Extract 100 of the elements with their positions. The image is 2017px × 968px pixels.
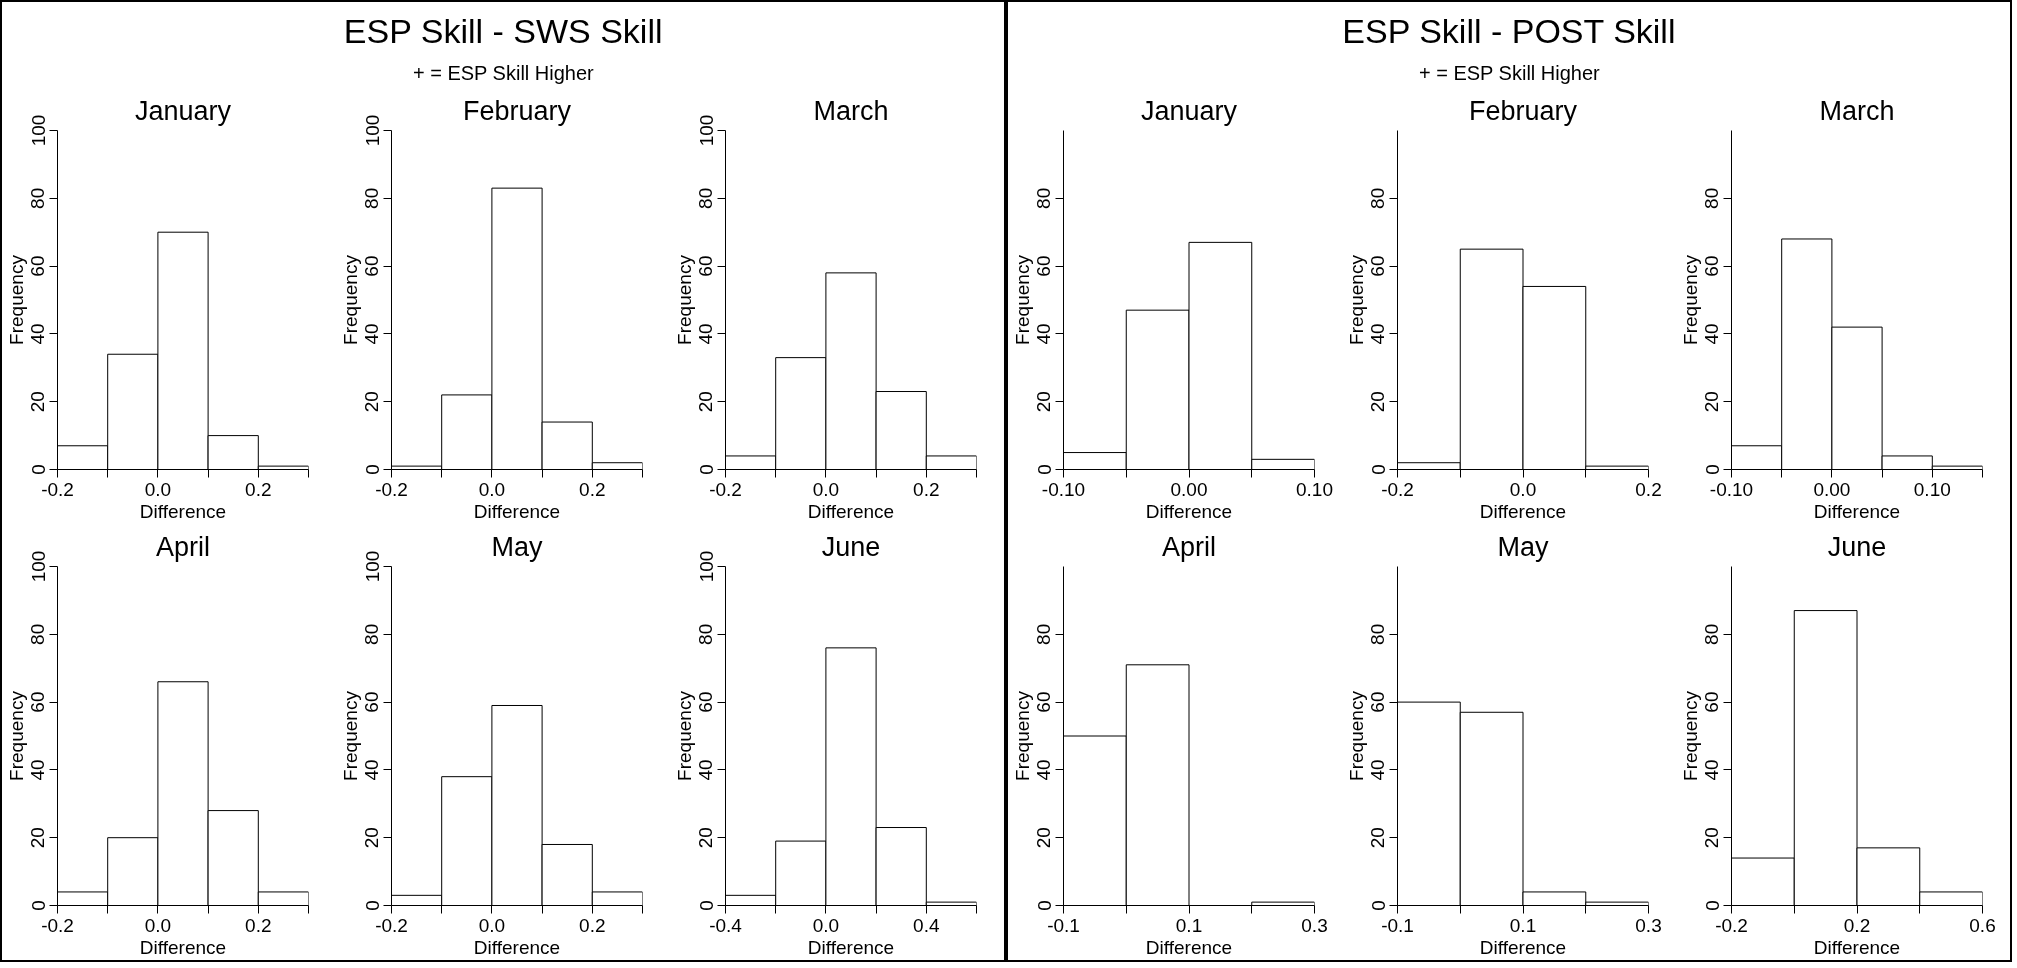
y-tick-label: 0	[695, 900, 717, 911]
y-tick-label: 0	[361, 464, 383, 475]
x-axis-title: Difference	[473, 936, 561, 958]
x-tick-label: -0.2	[41, 478, 74, 500]
y-tick-label: 0	[1701, 900, 1723, 911]
y-tick-label: 40	[1367, 323, 1389, 345]
x-tick-label: 0.0	[812, 914, 840, 936]
chart-title: May	[491, 531, 543, 562]
x-tick-label: -0.2	[375, 914, 408, 936]
y-tick-label: 80	[361, 187, 383, 209]
y-tick-label: 20	[27, 391, 49, 413]
x-tick-label: -0.2	[1381, 478, 1414, 500]
y-tick-label: 40	[695, 759, 717, 781]
y-tick-label: 60	[27, 255, 49, 277]
y-tick-label: 60	[1701, 255, 1723, 277]
y-tick-label: 60	[695, 255, 717, 277]
y-axis-title: Frequency	[339, 254, 361, 345]
y-tick-label: 20	[361, 391, 383, 413]
x-tick-label: 0.0	[478, 478, 506, 500]
x-tick-label: -0.2	[1715, 914, 1748, 936]
y-tick-label: 0	[361, 900, 383, 911]
y-tick-label: 0	[1367, 464, 1389, 475]
y-tick-label: 60	[361, 691, 383, 713]
y-tick-label: 40	[27, 323, 49, 345]
x-tick-label: 0.3	[1635, 914, 1662, 936]
y-tick-label: 20	[1033, 827, 1055, 849]
x-tick-label: 0.0	[478, 914, 506, 936]
x-tick-label: -0.10	[1709, 478, 1754, 500]
y-tick-label: 20	[1033, 391, 1055, 413]
x-axis-title: Difference	[139, 500, 227, 522]
x-tick-label: -0.2	[41, 914, 74, 936]
x-tick-label: 0.10	[1296, 478, 1333, 500]
x-tick-label: 0.00	[1170, 478, 1208, 500]
chart-title: April	[1161, 531, 1217, 562]
y-tick-label: 40	[1701, 323, 1723, 345]
chart-title: June	[821, 531, 881, 562]
y-axis-title: Frequency	[1345, 690, 1367, 781]
x-tick-label: 0.2	[913, 478, 940, 500]
chart-title: January	[134, 95, 232, 126]
x-tick-label: 0.2	[1843, 914, 1871, 936]
y-tick-label: 80	[695, 623, 717, 645]
text: + = ESP Skill Higher	[1418, 62, 1601, 85]
y-tick-label: 80	[1033, 187, 1055, 209]
y-axis-title: Frequency	[1011, 690, 1033, 781]
chart-title: March	[1819, 95, 1895, 126]
text: + = ESP Skill Higher	[412, 62, 595, 85]
chart-title: February	[462, 95, 572, 126]
y-axis-title: Frequency	[673, 690, 695, 781]
y-tick-label: 60	[1367, 255, 1389, 277]
y-tick-label: 60	[27, 691, 49, 713]
y-tick-label: 80	[27, 187, 49, 209]
x-axis-title: Difference	[1813, 500, 1901, 522]
y-tick-label: 0	[1033, 900, 1055, 911]
y-tick-label: 60	[695, 691, 717, 713]
x-tick-label: 0.0	[812, 478, 840, 500]
chart-title: June	[1827, 531, 1887, 562]
y-tick-label: 60	[1033, 255, 1055, 277]
x-axis-title: Difference	[1145, 936, 1233, 958]
x-tick-label: 0.2	[245, 478, 272, 500]
y-tick-label: 60	[1367, 691, 1389, 713]
x-axis-title: Difference	[807, 500, 895, 522]
y-tick-label: 20	[1367, 391, 1389, 413]
x-tick-label: -0.1	[1047, 914, 1080, 936]
text: ESP Skill - SWS Skill	[343, 11, 663, 50]
x-tick-label: 0.0	[1509, 478, 1537, 500]
y-axis-title: Frequency	[5, 254, 27, 345]
y-tick-label: 0	[695, 464, 717, 475]
x-tick-label: 0.1	[1509, 914, 1537, 936]
x-axis-title: Difference	[1479, 500, 1567, 522]
y-tick-label: 20	[1367, 827, 1389, 849]
x-axis-title: Difference	[473, 500, 561, 522]
x-tick-label: -0.2	[375, 478, 408, 500]
y-tick-label: 0	[27, 464, 49, 475]
x-tick-label: 0.2	[579, 478, 606, 500]
x-tick-label: 0.2	[579, 914, 606, 936]
y-tick-label: 0	[1701, 464, 1723, 475]
y-tick-label: 40	[695, 323, 717, 345]
y-axis-title: Frequency	[673, 254, 695, 345]
x-tick-label: 0.10	[1913, 478, 1951, 500]
text: ESP Skill - POST Skill	[1342, 11, 1676, 50]
y-tick-label: 20	[1701, 827, 1723, 849]
y-tick-label: 40	[27, 759, 49, 781]
y-tick-label: 80	[361, 623, 383, 645]
y-tick-label: 40	[1367, 759, 1389, 781]
x-tick-label: 0.6	[1969, 914, 1996, 936]
y-axis-title: Frequency	[5, 690, 27, 781]
y-tick-label: 100	[361, 114, 383, 147]
y-tick-label: 60	[1033, 691, 1055, 713]
y-tick-label: 80	[695, 187, 717, 209]
y-tick-label: 60	[1701, 691, 1723, 713]
y-axis-title: Frequency	[339, 690, 361, 781]
y-tick-label: 80	[1367, 187, 1389, 209]
y-tick-label: 100	[27, 550, 49, 583]
x-axis-title: Difference	[139, 936, 227, 958]
y-tick-label: 80	[1701, 187, 1723, 209]
y-tick-label: 40	[1033, 759, 1055, 781]
y-tick-label: 80	[1367, 623, 1389, 645]
chart-title: May	[1497, 531, 1549, 562]
y-tick-label: 80	[1033, 623, 1055, 645]
y-tick-label: 0	[1033, 464, 1055, 475]
